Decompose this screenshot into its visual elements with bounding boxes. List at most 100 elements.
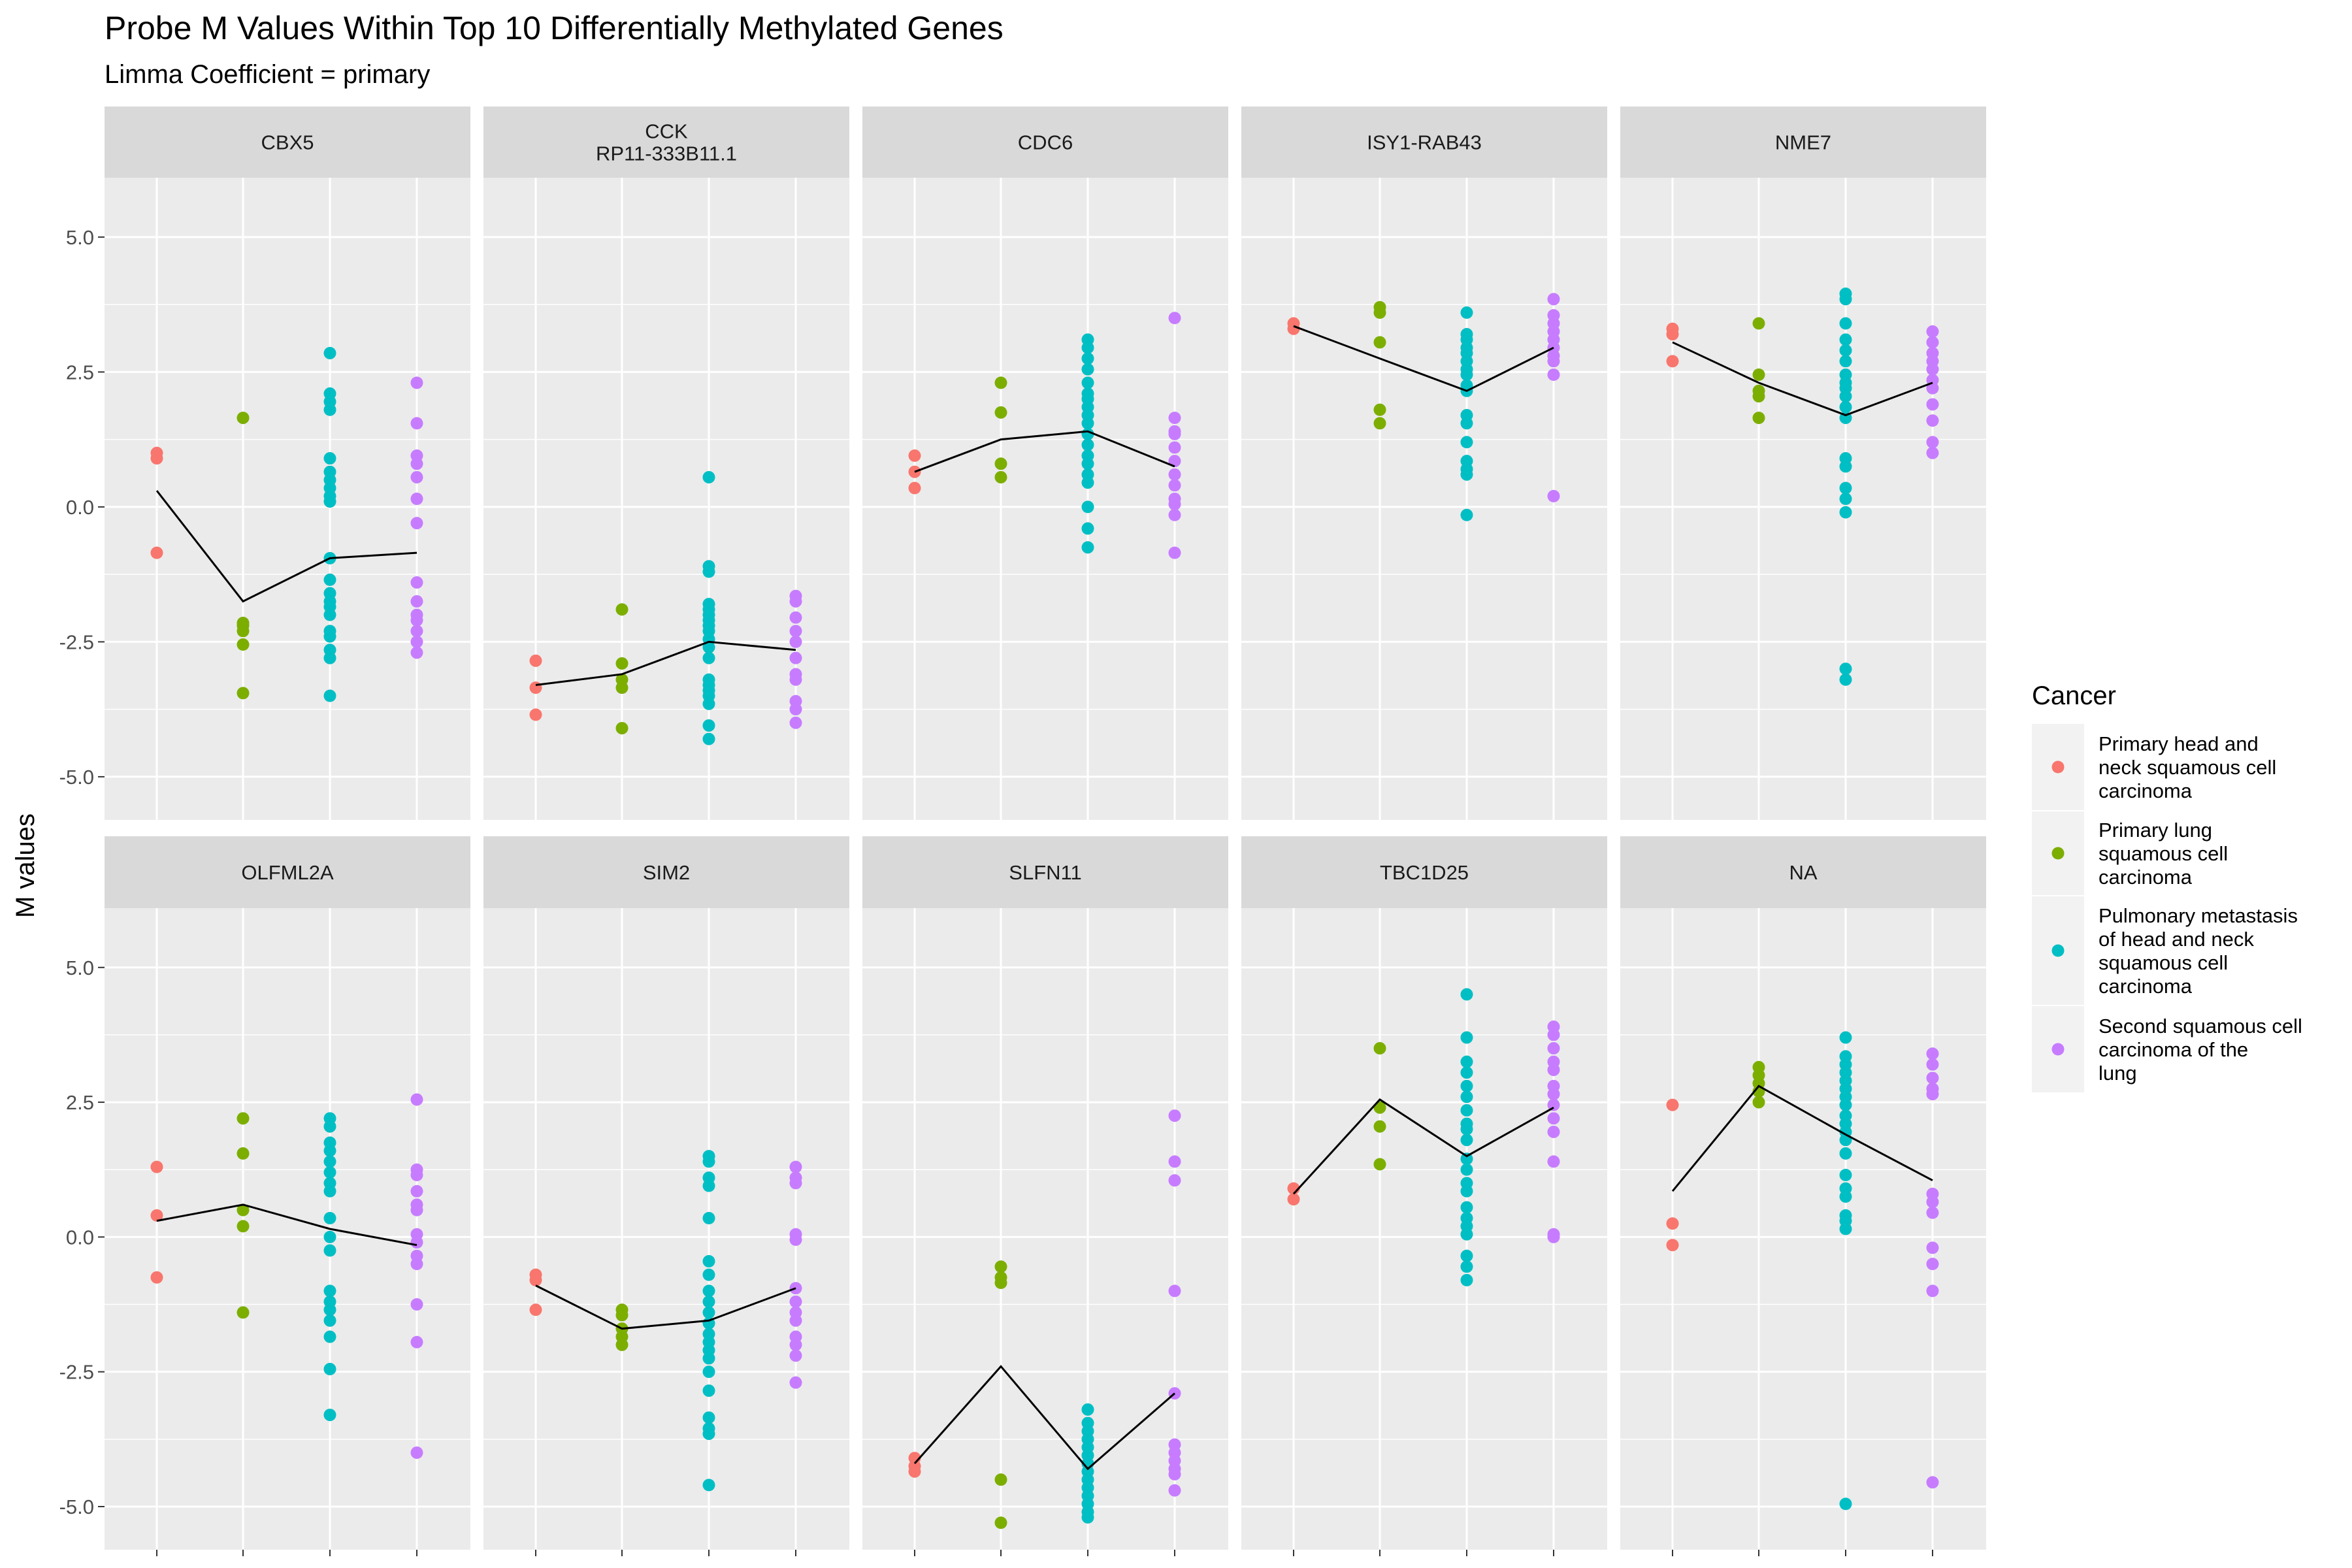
- data-point: [1460, 1260, 1473, 1273]
- panel-background: [862, 178, 1228, 820]
- legend-key: [2051, 944, 2065, 957]
- data-point: [1460, 1066, 1473, 1079]
- data-point: [237, 1203, 250, 1217]
- panel-background: [105, 178, 470, 820]
- data-point: [1168, 1174, 1181, 1187]
- data-point: [1666, 355, 1679, 368]
- data-point: [1460, 1184, 1473, 1198]
- data-point: [410, 646, 423, 659]
- data-point: [529, 681, 542, 694]
- data-point: [702, 641, 715, 654]
- y-tick-label: -5.0: [59, 1495, 94, 1518]
- data-point: [1168, 479, 1181, 492]
- data-point: [789, 716, 802, 729]
- data-point: [1752, 368, 1765, 382]
- data-point: [1839, 1190, 1852, 1203]
- data-point: [1460, 436, 1473, 449]
- legend-key: [2051, 847, 2065, 860]
- data-point: [323, 1284, 336, 1298]
- data-point: [150, 1271, 163, 1284]
- data-point: [702, 1211, 715, 1224]
- data-point: [410, 457, 423, 470]
- data-point: [323, 630, 336, 643]
- data-point: [1168, 1109, 1181, 1122]
- data-point: [1839, 662, 1852, 676]
- facet-strip: [483, 836, 849, 908]
- data-point: [323, 1144, 336, 1157]
- data-point: [410, 1236, 423, 1249]
- facet-strip: [1241, 106, 1607, 178]
- data-point: [789, 1314, 802, 1327]
- data-point: [410, 613, 423, 627]
- data-point: [702, 1295, 715, 1308]
- panel-background: [1620, 908, 1986, 1550]
- data-point: [1926, 436, 1939, 449]
- data-point: [702, 1268, 715, 1281]
- data-point: [1839, 1031, 1852, 1044]
- data-point: [1081, 476, 1094, 489]
- data-point: [1287, 322, 1300, 335]
- data-point: [150, 1160, 163, 1173]
- facet-panel: TBC1D25: [1241, 836, 1607, 1556]
- data-point: [1752, 1096, 1765, 1109]
- data-point: [702, 1306, 715, 1319]
- data-point: [1839, 390, 1852, 403]
- data-point: [615, 603, 629, 616]
- data-point: [1081, 417, 1094, 430]
- data-point: [994, 457, 1007, 470]
- data-point: [237, 1112, 250, 1125]
- data-point: [702, 1478, 715, 1492]
- mean-line: [913, 1365, 1175, 1471]
- legend-label: lung: [2099, 1062, 2137, 1085]
- data-point: [1547, 355, 1560, 368]
- data-point: [1460, 306, 1473, 319]
- data-point: [1081, 1403, 1094, 1416]
- data-point: [323, 1166, 336, 1179]
- data-point: [1839, 1147, 1852, 1160]
- data-point: [1547, 1155, 1560, 1168]
- panel-background: [1620, 178, 1986, 820]
- data-point: [1926, 414, 1939, 427]
- data-point: [1547, 489, 1560, 502]
- data-point: [994, 1473, 1007, 1486]
- data-point: [1839, 344, 1852, 357]
- data-point: [702, 1411, 715, 1424]
- data-point: [1460, 1163, 1473, 1176]
- data-point: [1081, 500, 1094, 514]
- data-point: [323, 651, 336, 664]
- data-point: [1373, 403, 1386, 416]
- mean-line: [1672, 341, 1933, 417]
- data-point: [410, 1446, 423, 1459]
- data-point: [1373, 1101, 1386, 1114]
- data-point: [1926, 1071, 1939, 1085]
- data-point: [1926, 363, 1939, 376]
- legend-key: [2051, 1043, 2065, 1056]
- facet-strip: [1620, 106, 1986, 178]
- data-point: [323, 1230, 336, 1243]
- data-point: [410, 470, 423, 483]
- data-point: [1926, 1196, 1939, 1209]
- data-point: [789, 1233, 802, 1247]
- y-tick-label: 0.0: [66, 496, 94, 519]
- data-point: [1081, 376, 1094, 389]
- data-point: [908, 449, 921, 462]
- data-point: [1460, 368, 1473, 382]
- data-point: [789, 1376, 802, 1389]
- data-point: [237, 1306, 250, 1319]
- data-point: [323, 1330, 336, 1343]
- facet-strip-label: CCK: [645, 120, 688, 143]
- data-point: [410, 493, 423, 505]
- data-point: [1081, 341, 1094, 354]
- data-point: [1081, 352, 1094, 365]
- data-point: [1460, 1079, 1473, 1092]
- data-point: [1547, 293, 1560, 306]
- data-point: [1460, 1273, 1473, 1286]
- legend-label: of head and neck: [2099, 928, 2254, 951]
- facet-strip: [105, 836, 470, 908]
- facet-strip: [1620, 836, 1986, 908]
- data-point: [1168, 468, 1181, 481]
- mean-line: [914, 430, 1175, 473]
- data-point: [1460, 1090, 1473, 1103]
- facet-strip-label: CBX5: [261, 131, 314, 154]
